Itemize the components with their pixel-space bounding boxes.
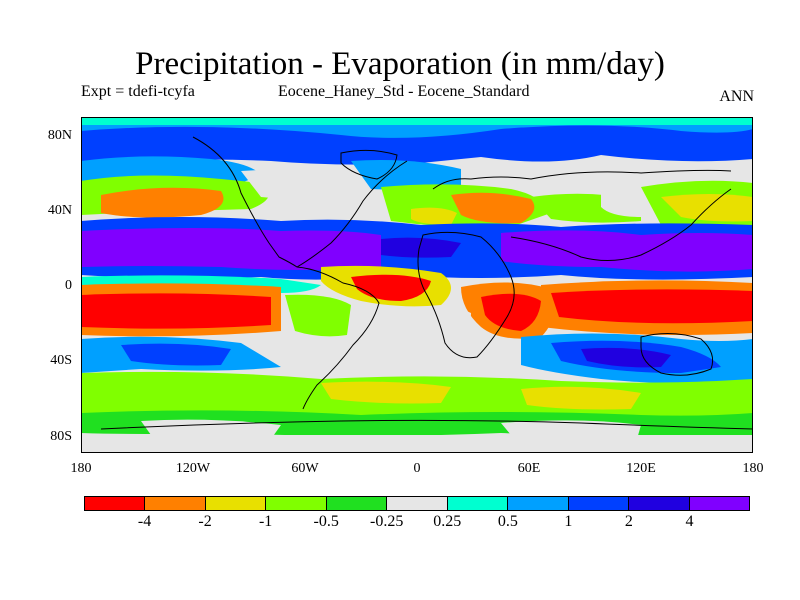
colorbar-swatch [326, 497, 388, 510]
field-patch [411, 207, 457, 225]
lat-tick-label: 80S [50, 429, 72, 444]
colorbar-swatch [266, 497, 327, 510]
field-patch [241, 169, 351, 199]
field-patch [481, 293, 541, 331]
lat-tick-label: 40N [47, 203, 72, 218]
colorbar-label: -0.5 [313, 513, 339, 530]
colorbar-swatch [205, 497, 267, 510]
colorbar-swatch [85, 497, 146, 510]
colorbar-swatch [387, 497, 448, 510]
map-frame [81, 117, 753, 453]
field-patch [551, 289, 753, 324]
lon-tick-label: 0 [413, 461, 421, 476]
lon-tick-label: 120E [626, 461, 656, 476]
colorbar-label: 4 [685, 513, 694, 530]
field-patch [501, 420, 641, 440]
colorbar-label: 2 [624, 513, 633, 530]
coastline-europe-asia [432, 169, 732, 190]
field-patch [81, 228, 381, 270]
coastline-africa [417, 231, 515, 359]
field-patch [451, 192, 535, 224]
colorbar-swatch [145, 497, 206, 510]
field-patch [321, 381, 451, 404]
field-patch [381, 237, 461, 258]
season-label: ANN [719, 88, 754, 105]
field-patch [521, 386, 641, 410]
lon-tick-label: 120W [175, 461, 211, 476]
colorbar-swatch [568, 497, 630, 510]
field-patch [141, 419, 281, 440]
lon-tick-label: 60W [291, 461, 319, 476]
coastline-greenland [340, 149, 398, 180]
map-title: Precipitation - Evaporation (in mm/day) [135, 46, 665, 82]
field-patch [101, 187, 224, 218]
precip-evap-map [81, 117, 753, 453]
lon-tick-label: 60E [517, 461, 541, 476]
colorbar-label: 0.25 [433, 513, 462, 530]
lat-tick-label: 80N [47, 128, 72, 143]
colorbar-label: -0.25 [370, 513, 404, 530]
lat-tick-label: 0 [65, 278, 72, 293]
field-patch [285, 294, 351, 337]
coastline-south-america [296, 266, 380, 410]
lat-tick-label: 40S [50, 353, 72, 368]
comparison-label: Eocene_Haney_Std - Eocene_Standard [278, 83, 530, 100]
lon-tick-label: 180 [742, 461, 764, 476]
colorbar-label: 1 [564, 513, 573, 530]
field-patch [81, 293, 271, 329]
colorbar-swatch [629, 497, 690, 510]
colorbar-swatch [447, 497, 509, 510]
colorbar-label: -1 [258, 513, 273, 530]
field-patch [501, 230, 753, 272]
field-patch [341, 335, 481, 372]
colorbar-label: -2 [198, 513, 212, 530]
field-patch [661, 194, 753, 222]
field-band [81, 435, 753, 453]
field-patch [581, 347, 671, 368]
colorbar-label: 0.5 [497, 513, 518, 530]
colorbar-swatch [508, 497, 569, 510]
lon-tick-label: 180 [70, 461, 92, 476]
colorbar-swatch [689, 497, 749, 510]
field-patch [351, 160, 461, 190]
colorbar-label: -4 [137, 513, 152, 530]
coastline-north-america [192, 136, 408, 268]
field-patch [601, 192, 661, 217]
field-patch [121, 343, 231, 366]
coastline-asia-south [510, 188, 732, 261]
colorbar [84, 496, 750, 511]
field-patch [81, 125, 753, 165]
coastline-antarctica [100, 419, 753, 430]
coastline-australia [640, 333, 714, 376]
experiment-label: Expt = tdefi-tcyfa [81, 83, 195, 100]
